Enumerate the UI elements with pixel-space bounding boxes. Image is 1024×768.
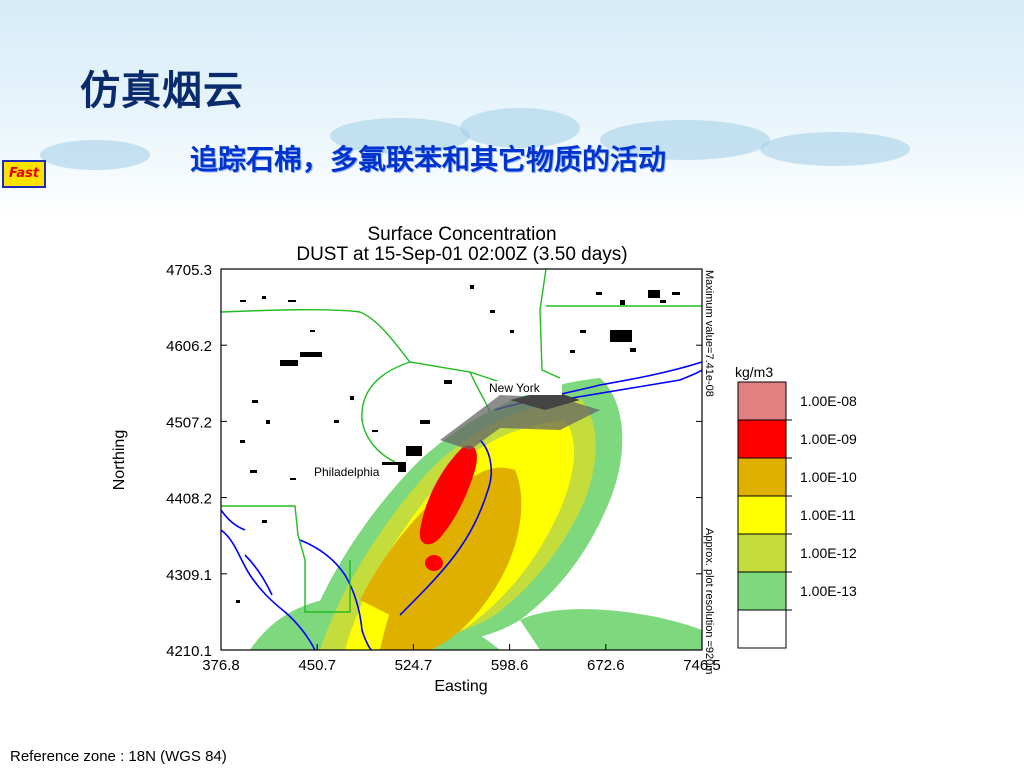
resolution-note: Approx. plot resolution =920m (703, 528, 715, 674)
plot-subtitle: DUST at 15-Sep-01 02:00Z (3.50 days) (296, 244, 627, 265)
cloud-decoration (600, 120, 770, 160)
legend-label: 1.00E-11 (800, 507, 856, 523)
cloud-decoration (460, 108, 580, 148)
legend-label: 1.00E-12 (800, 545, 857, 561)
plume-1e-10 (380, 467, 522, 650)
plume-1e-09 (419, 445, 477, 545)
x-tick-label: 598.6 (491, 657, 529, 674)
map-frame (220, 268, 703, 651)
slide-title: 仿真烟云 (80, 68, 244, 114)
legend-label: 1.00E-09 (800, 431, 857, 447)
cloud-decoration (330, 118, 470, 154)
y-tick-label: 4705.3 (166, 262, 212, 279)
legend-swatch (737, 533, 787, 573)
plume-1e-13-offshore (520, 609, 702, 650)
metro-hatch (440, 390, 600, 450)
x-tick-label: 450.7 (298, 657, 336, 674)
cloud-decoration (760, 132, 910, 166)
city-label-bg (312, 465, 398, 479)
city-label-bg (486, 381, 562, 395)
y-tick-label: 4309.1 (166, 567, 212, 584)
cloud-decoration (40, 140, 150, 170)
legend-swatch (737, 419, 787, 459)
plume-1e-09-spot (425, 555, 443, 571)
max-value-note: Maximum value=7.41e-08 (703, 270, 715, 397)
x-axis-label: Easting (434, 678, 487, 695)
legend-swatch (737, 495, 787, 535)
y-tick-label: 4507.2 (166, 414, 212, 431)
city-label-new-york: New York (489, 381, 541, 395)
x-axis: 376.8 450.7 524.7 598.6 672.6 746.5 (202, 644, 721, 674)
reference-zone-note: Reference zone : 18N (WGS 84) (10, 748, 227, 765)
legend-swatch (737, 571, 787, 611)
x-tick-label: 672.6 (587, 657, 625, 674)
map-area: New York Philadelphia (220, 268, 703, 651)
legend-swatch (737, 381, 787, 421)
x-tick-label: 524.7 (395, 657, 433, 674)
plot-title: Surface Concentration (367, 224, 556, 245)
slide-subtitle: 追踪石棉，多氯联苯和其它物质的活动 (190, 143, 667, 176)
legend-label: 1.00E-13 (800, 583, 857, 599)
y-axis-label: Northing (111, 430, 128, 490)
legend-swatch (737, 609, 787, 649)
legend-swatch (737, 457, 787, 497)
legend: 1.00E-08 1.00E-09 1.00E-10 1.00E-11 1.00E-12… (737, 381, 857, 649)
slide-background (0, 0, 1024, 220)
legend-label: 1.00E-10 (800, 469, 857, 485)
legend-unit: kg/m3 (735, 364, 773, 380)
fast-badge[interactable]: Fast (2, 160, 46, 188)
legend-label: 1.00E-08 (800, 393, 857, 409)
x-tick-label: 376.8 (202, 657, 240, 674)
y-tick-label: 4606.2 (166, 338, 212, 355)
city-label-philadelphia: Philadelphia (314, 465, 380, 479)
y-axis: 4705.3 4606.2 4507.2 4408.2 4309.1 4210.1 (166, 262, 702, 660)
x-tick-label: 746.5 (683, 657, 721, 674)
y-tick-label: 4408.2 (166, 491, 212, 508)
y-tick-label: 4210.1 (166, 643, 212, 660)
